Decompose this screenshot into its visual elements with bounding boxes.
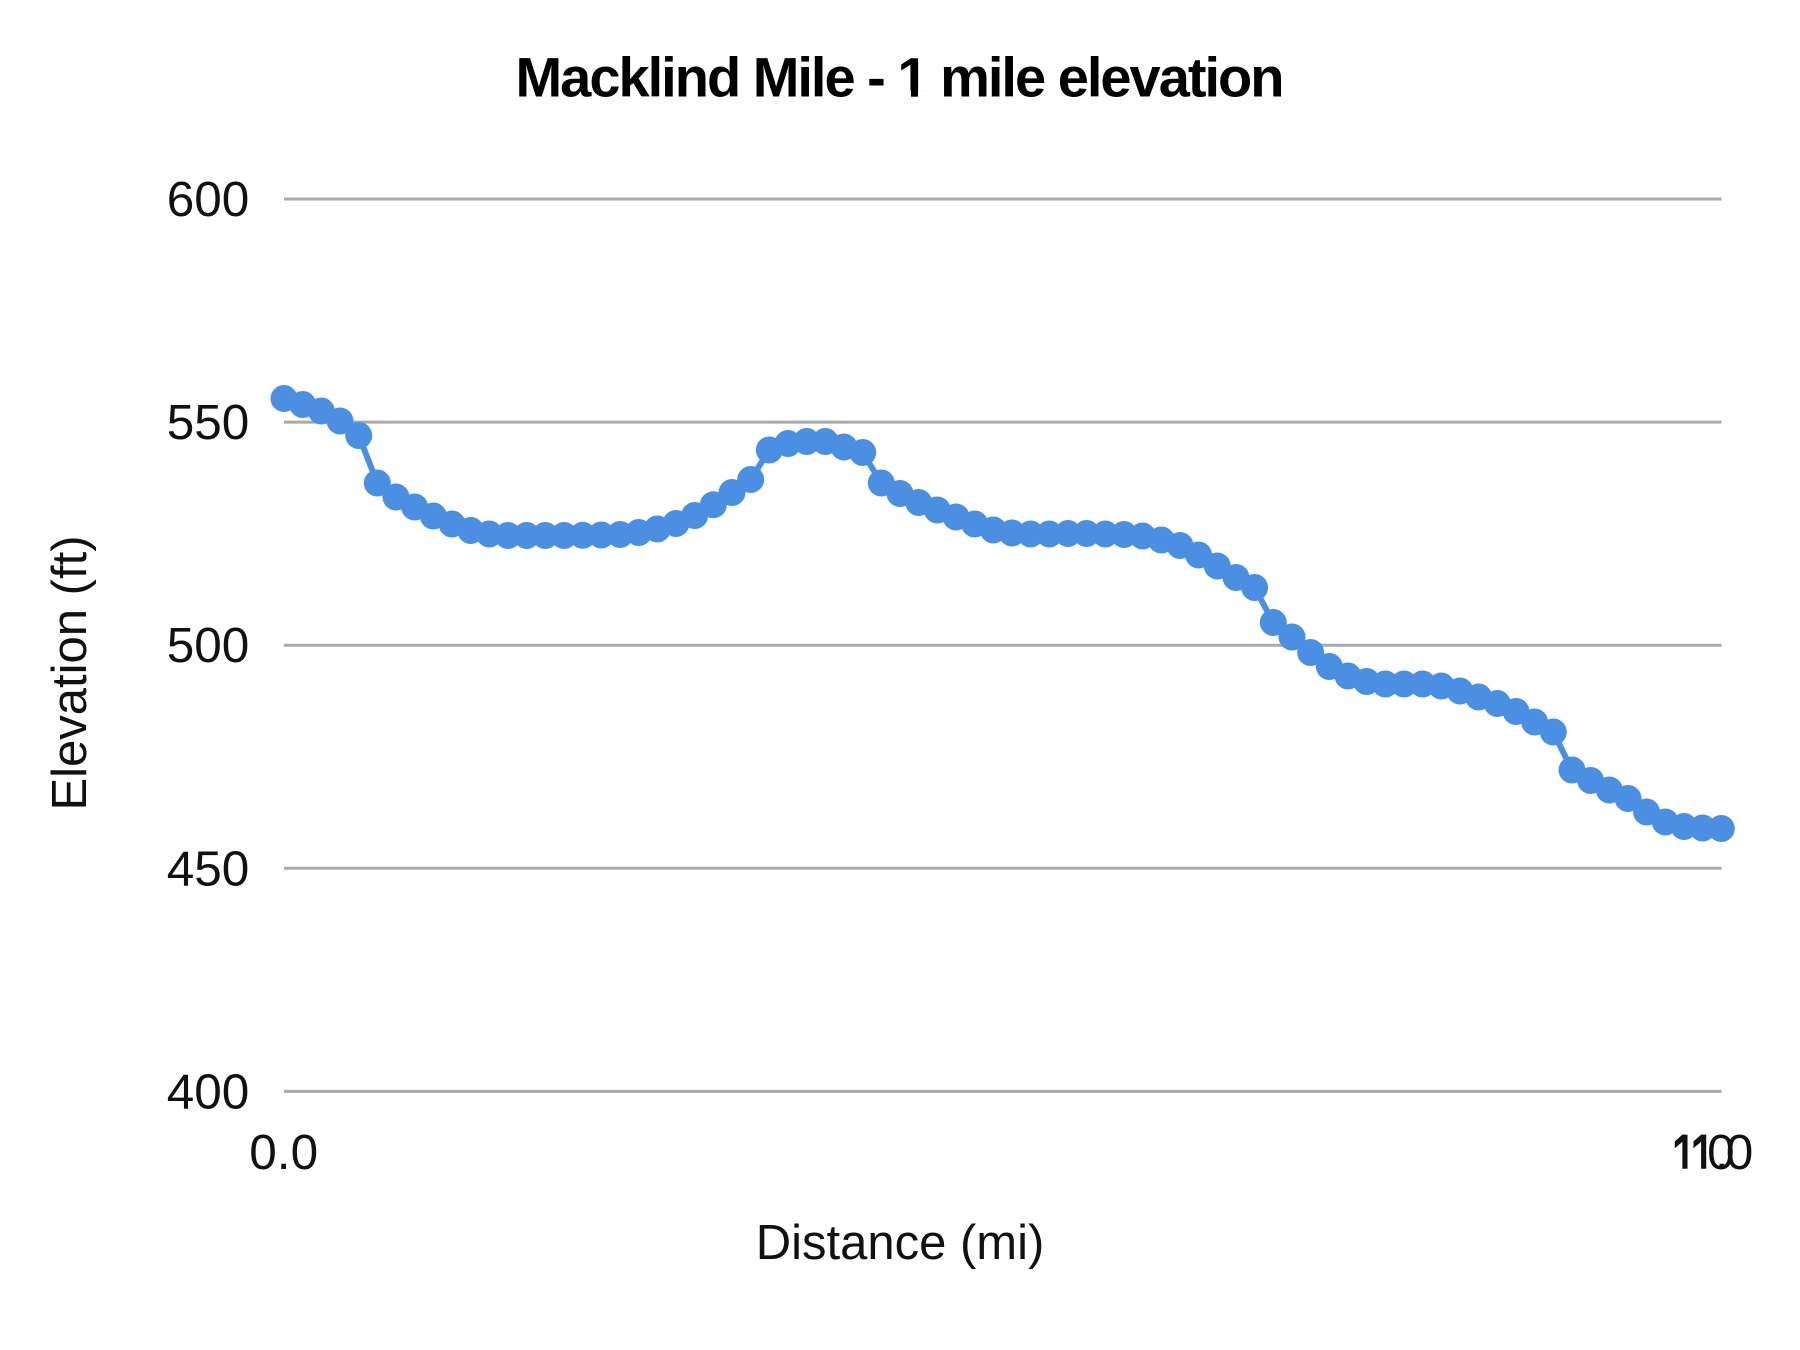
svg-text:550: 550	[167, 395, 250, 450]
svg-text:Distance (mi): Distance (mi)	[756, 1216, 1045, 1270]
svg-text:600: 600	[167, 172, 250, 227]
svg-text:400: 400	[167, 1064, 250, 1119]
svg-text:0.0: 0.0	[249, 1125, 318, 1180]
svg-text:Macklind Mile - 1 mile elevati: Macklind Mile - 1 mile elevation	[516, 46, 1283, 109]
svg-text:500: 500	[167, 618, 250, 673]
svg-text:450: 450	[167, 841, 250, 896]
svg-text:.: .	[1715, 1125, 1729, 1180]
svg-text:Elevation (ft): Elevation (ft)	[43, 535, 97, 810]
svg-text:0: 0	[1707, 1125, 1735, 1180]
svg-text:0: 0	[1726, 1125, 1754, 1180]
